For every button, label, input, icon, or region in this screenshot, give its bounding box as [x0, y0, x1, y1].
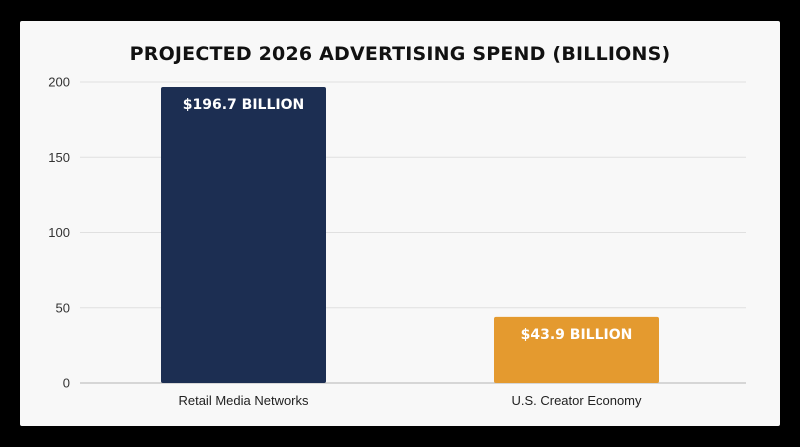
- y-tick-label: 0: [63, 376, 70, 391]
- x-category-label: U.S. Creator Economy: [511, 393, 642, 408]
- chart-card: PROJECTED 2026 ADVERTISING SPEND (BILLIO…: [20, 21, 780, 426]
- y-tick-label: 200: [48, 75, 70, 90]
- bar: [494, 316, 659, 383]
- bar: [161, 86, 326, 384]
- data-label: $43.9 BILLION: [521, 327, 633, 343]
- data-label: $196.7 BILLION: [183, 97, 304, 113]
- y-tick-label: 50: [56, 300, 70, 315]
- y-tick-label: 150: [48, 150, 70, 165]
- y-tick-label: 100: [48, 225, 70, 240]
- chart-title: PROJECTED 2026 ADVERTISING SPEND (BILLIO…: [129, 43, 671, 65]
- x-category-label: Retail Media Networks: [178, 393, 309, 408]
- bar-chart: 0 50 100 150 200 $196.7 BILLION Retail Media N…: [48, 75, 746, 408]
